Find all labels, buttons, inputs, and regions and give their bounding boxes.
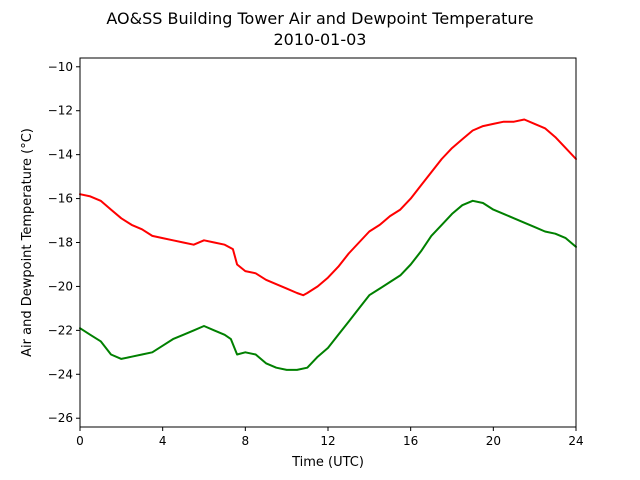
y-tick-label: −10 [48, 60, 73, 74]
y-axis-label: Air and Dewpoint Temperature (°C) [20, 128, 35, 357]
x-axis: 0 4 8 12 16 20 24 [76, 427, 584, 448]
x-tick-label: 4 [159, 434, 167, 448]
plot-lines [79, 118, 577, 371]
chart-title: AO&SS Building Tower Air and Dewpoint Te… [106, 9, 533, 28]
y-tick-label: −26 [48, 411, 73, 425]
x-tick-label: 16 [403, 434, 418, 448]
x-axis-label: Time (UTC) [291, 455, 364, 470]
x-tick-label: 12 [320, 434, 335, 448]
x-tick-label: 8 [242, 434, 250, 448]
plot-frame [79, 57, 577, 428]
y-tick-label: −18 [48, 236, 73, 250]
y-tick-label: −14 [48, 148, 73, 162]
dewpoint-temperature-line [79, 199, 577, 371]
y-tick-label: −20 [48, 279, 73, 293]
x-tick-label: 24 [568, 434, 583, 448]
y-tick-label: −12 [48, 104, 73, 118]
y-tick-label: −24 [48, 367, 73, 381]
air-temperature-line [79, 118, 577, 297]
chart-subtitle: 2010-01-03 [274, 30, 367, 49]
y-tick-label: −22 [48, 323, 73, 337]
x-tick-label: 0 [76, 434, 84, 448]
y-tick-label: −16 [48, 192, 73, 206]
x-tick-label: 20 [486, 434, 501, 448]
y-axis: −26 −24 −22 −20 −18 −16 −14 −12 −10 [48, 60, 80, 425]
